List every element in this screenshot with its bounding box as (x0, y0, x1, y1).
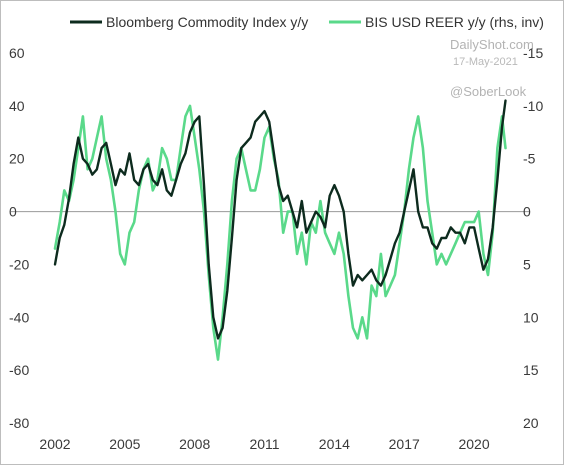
watermark-date: 17-May-2021 (453, 56, 518, 68)
right-tick-label: -5 (523, 151, 536, 167)
series-layer (53, 99, 507, 361)
x-tick-label: 2020 (458, 436, 489, 452)
x-tick-label: 2002 (39, 436, 70, 452)
right-tick-label: -10 (523, 98, 543, 114)
left-tick-label: -40 (9, 309, 29, 325)
right-tick-label: 15 (523, 362, 539, 378)
left-tick-label: 0 (9, 204, 17, 220)
right-tick-label: 0 (523, 204, 531, 220)
left-tick-label: -60 (9, 362, 29, 378)
x-tick-label: 2008 (179, 436, 210, 452)
legend-label-usd-reer: BIS USD REER y/y (rhs, inv) (365, 14, 544, 30)
watermark-site: DailyShot.com (450, 37, 534, 52)
series-line-usd-reer (53, 104, 507, 361)
left-tick-label: 20 (9, 151, 25, 167)
watermark: DailyShot.com 17-May-2021 @SoberLook (450, 37, 534, 99)
left-tick-label: -20 (9, 256, 29, 272)
left-tick-label: -80 (9, 415, 29, 431)
left-axis-ticks: 60 40 20 0 -20 -40 -60 -80 (9, 45, 29, 431)
left-tick-label: 40 (9, 98, 25, 114)
legend: Bloomberg Commodity Index y/y BIS USD RE… (70, 14, 544, 30)
x-tick-label: 2017 (389, 436, 420, 452)
watermark-handle: @SoberLook (450, 84, 527, 99)
x-axis-ticks: 2002 2005 2008 2011 2014 2017 2020 (39, 436, 489, 452)
right-tick-label: -15 (523, 45, 543, 61)
legend-label-commodity: Bloomberg Commodity Index y/y (106, 14, 308, 30)
right-tick-label: 20 (523, 415, 539, 431)
x-tick-label: 2005 (109, 436, 140, 452)
right-axis-ticks: -15 -10 -5 0 5 10 15 20 (523, 45, 543, 431)
left-tick-label: 60 (9, 45, 25, 61)
right-tick-label: 10 (523, 309, 539, 325)
x-tick-label: 2011 (249, 436, 279, 452)
right-tick-label: 5 (523, 256, 531, 272)
series-line-commodity-index (53, 99, 507, 340)
x-tick-label: 2014 (319, 436, 350, 452)
